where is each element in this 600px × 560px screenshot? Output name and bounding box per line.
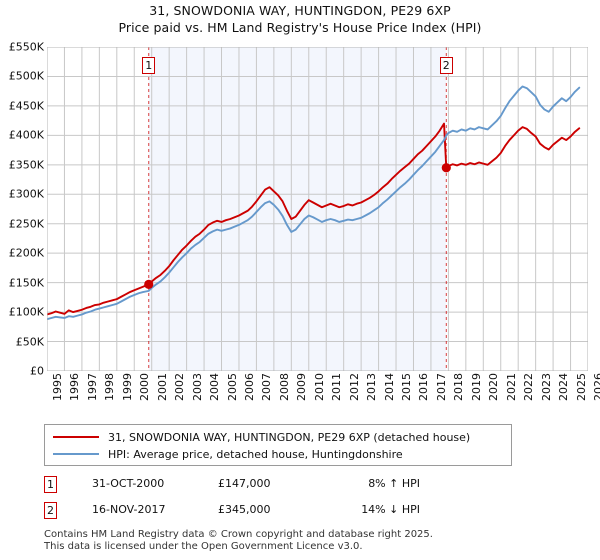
x-axis-tick-label: 2006 [242,373,256,401]
legend-swatch-price-paid [53,436,99,438]
y-axis-tick-label: £400K [8,128,44,142]
transaction-hpi-delta-1: 8% ↑ HPI [368,477,420,490]
chart-plot-area: 1 2 [47,47,588,371]
x-axis-tick-label: 2009 [295,373,309,401]
x-axis-tick-label: 2004 [208,373,222,401]
chart-marker-2[interactable]: 2 [439,57,453,74]
y-axis-tick-label: £150K [8,276,44,290]
series-lines [47,85,581,321]
x-axis-tick-label: 2018 [452,373,466,401]
legend-item-price-paid: 31, SNOWDONIA WAY, HUNTINGDON, PE29 6XP … [53,429,470,445]
x-axis-tick-label: 1997 [85,373,99,401]
transaction-date-2: 16-NOV-2017 [92,503,166,516]
transaction-index-2: 2 [44,502,57,519]
y-axis-tick-label: £0 [30,364,44,378]
x-axis: 1995 1996 1997 1998 1999 2000 2001 2002 2003 2004… [0,371,600,417]
page-subtitle: Price paid vs. HM Land Registry's House … [118,20,482,35]
chart-marker-1[interactable]: 1 [142,57,156,74]
y-axis-tick-label: £250K [8,217,44,231]
x-axis-tick-label: 2019 [469,373,483,401]
table-row[interactable]: 1 31-OCT-2000 £147,000 8% ↑ HPI [44,474,514,500]
x-axis-tick-label: 2014 [382,373,396,401]
legend-label-price-paid: 31, SNOWDONIA WAY, HUNTINGDON, PE29 6XP … [108,430,471,444]
chart-legend: 31, SNOWDONIA WAY, HUNTINGDON, PE29 6XP … [44,424,512,466]
y-axis-tick-label: £350K [8,158,44,172]
page-title: 31, SNOWDONIA WAY, HUNTINGDON, PE29 6XP [149,3,451,18]
x-axis-tick-label: 2003 [190,373,204,401]
table-row[interactable]: 2 16-NOV-2017 £345,000 14% ↓ HPI [44,500,514,526]
marker-vertical-lines [148,47,447,371]
y-axis-tick-label: £50K [15,335,44,349]
x-axis-tick-label: 2022 [522,373,536,401]
grid-lines [47,47,588,371]
transaction-price-2: £345,000 [218,503,271,516]
x-axis-tick-label: 2013 [365,373,379,401]
footer-line-1: Contains HM Land Registry data © Crown c… [44,529,433,540]
x-axis-tick-label: 2016 [417,373,431,401]
transactions-table: 1 31-OCT-2000 £147,000 8% ↑ HPI 2 16-NOV… [44,474,514,526]
y-axis-tick-label: £550K [8,40,44,54]
transaction-index-1: 1 [44,476,57,493]
transaction-span-shading [148,47,447,371]
footer-line-2: This data is licensed under the Open Gov… [44,540,363,552]
legend-label-hpi: HPI: Average price, detached house, Hunt… [108,447,403,461]
x-axis-tick-label: 2023 [539,373,553,401]
y-axis-tick-label: £300K [8,187,44,201]
x-axis-tick-label: 2010 [312,373,326,401]
x-axis-tick-label: 1999 [120,373,134,401]
x-axis-tick-label: 2015 [400,373,414,401]
x-axis-tick-label: 2026 [592,373,600,401]
x-axis-tick-label: 1995 [51,373,64,401]
transaction-date-1: 31-OCT-2000 [92,477,165,490]
y-axis-tick-label: £200K [8,246,44,260]
x-axis-tick-label: 2024 [557,373,571,401]
y-axis: £0 £50K £100K £150K £200K £250K £300K £350K £400… [0,0,44,420]
x-axis-tick-label: 1996 [68,373,82,401]
x-axis-tick-label: 2002 [173,373,187,401]
legend-swatch-hpi [53,453,99,455]
price-history-line-chart [47,47,588,371]
x-axis-tick-label: 2008 [277,373,291,401]
x-axis-tick-label: 2017 [434,373,448,401]
transaction-dots [144,163,451,290]
x-axis-tick-label: 2007 [260,373,274,401]
transaction-price-1: £147,000 [218,477,271,490]
x-axis-tick-label: 2020 [487,373,501,401]
x-axis-tick-label: 2012 [347,373,361,401]
y-axis-tick-label: £500K [8,69,44,83]
copyright-footer: Contains HM Land Registry data © Crown c… [44,529,584,552]
x-axis-tick-label: 2000 [138,373,152,401]
x-axis-tick-label: 2025 [574,373,588,401]
x-axis-tick-label: 2005 [225,373,239,401]
transaction-hpi-delta-2: 14% ↓ HPI [361,503,420,516]
y-axis-tick-label: £450K [8,99,44,113]
x-axis-tick-label: 2001 [155,373,169,401]
x-axis-tick-label: 2021 [504,373,518,401]
y-axis-tick-label: £100K [8,305,44,319]
x-axis-tick-label: 2011 [330,373,344,401]
legend-item-hpi: HPI: Average price, detached house, Hunt… [53,446,403,462]
x-axis-tick-label: 1998 [103,373,117,401]
